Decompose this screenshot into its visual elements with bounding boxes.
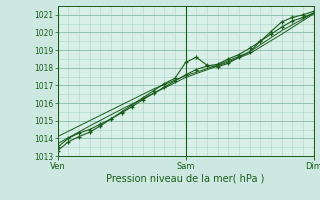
X-axis label: Pression niveau de la mer( hPa ): Pression niveau de la mer( hPa ) (107, 173, 265, 183)
